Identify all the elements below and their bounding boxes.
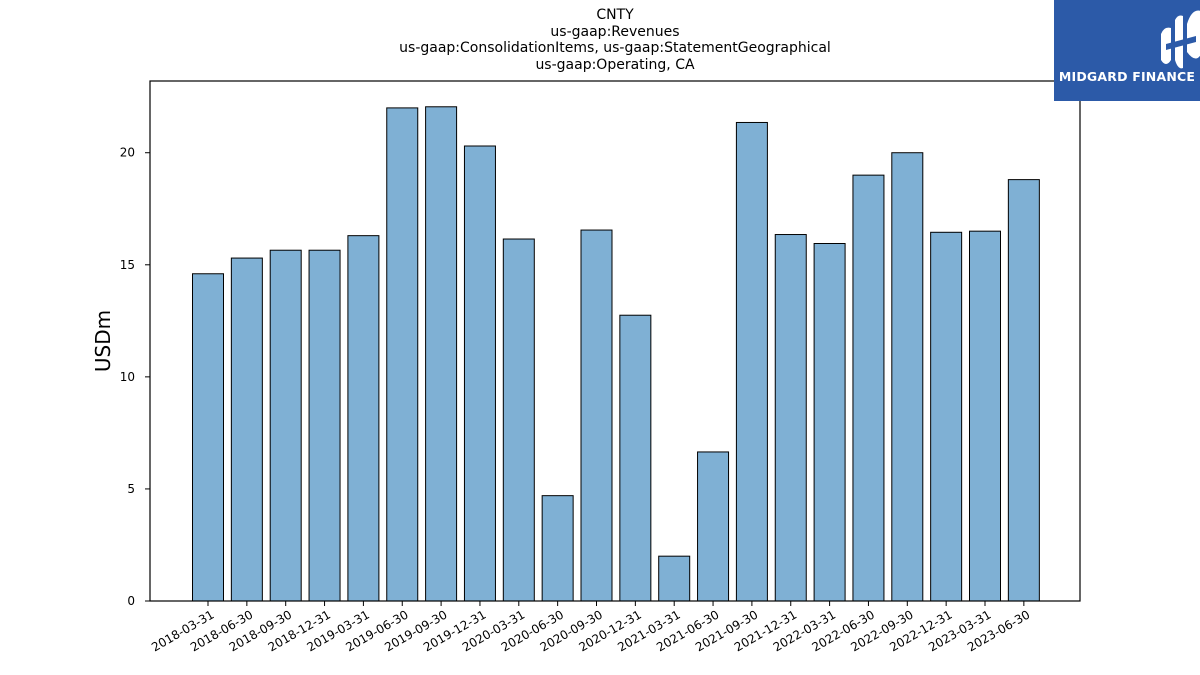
bar-2018-06-30 xyxy=(230,257,263,602)
title-line-3: us-gaap:ConsolidationItems, us-gaap:Stat… xyxy=(399,40,831,56)
bar-2018-03-31 xyxy=(192,273,224,602)
bar-2020-09-30 xyxy=(580,229,613,602)
bar-2021-12-31 xyxy=(774,234,807,602)
plot-frame xyxy=(149,80,1081,602)
y-tick-label: 5 xyxy=(127,482,135,496)
title-line-2: us-gaap:Revenues xyxy=(550,23,680,40)
bar-2023-06-30 xyxy=(1007,179,1040,602)
bar-2020-12-31 xyxy=(619,314,652,602)
title-line-4: us-gaap:Operating, CA xyxy=(535,56,695,73)
x-axis-ticks: 2018-03-312018-06-302018-09-302018-12-31… xyxy=(149,601,1032,654)
y-axis-label: USDm xyxy=(91,310,115,372)
bar-2020-03-31 xyxy=(502,238,535,602)
y-tick-label: 15 xyxy=(120,258,135,272)
bar-2021-06-30 xyxy=(697,451,730,602)
bar-2021-03-31 xyxy=(658,555,691,602)
bar-2022-06-30 xyxy=(852,174,885,602)
brand-logo: MIDGARD FINANCE xyxy=(1054,0,1200,101)
y-tick-label: 20 xyxy=(120,146,135,160)
chart-title: CNTY us-gaap:Revenues us-gaap:Consolidat… xyxy=(0,7,1200,73)
bar-2022-12-31 xyxy=(930,231,963,602)
y-axis-ticks: 0 5 10 15 20 xyxy=(120,146,150,608)
title-line-1: CNTY xyxy=(596,7,634,23)
y-tick-label: 10 xyxy=(120,370,135,384)
bar-2023-03-31 xyxy=(969,230,1001,602)
bar-2021-09-30 xyxy=(735,121,768,602)
bar-2020-06-30 xyxy=(541,495,574,602)
midgard-logo-icon xyxy=(1161,10,1200,69)
bar-2018-09-30 xyxy=(269,249,302,602)
bar-2018-12-31 xyxy=(308,249,341,602)
bars-group xyxy=(192,106,1040,602)
bar-2022-09-30 xyxy=(891,152,924,602)
y-tick-label: 0 xyxy=(127,594,135,608)
bar-2022-03-31 xyxy=(813,243,846,602)
bar-2019-09-30 xyxy=(425,106,458,602)
bar-2019-06-30 xyxy=(386,107,419,602)
bar-2019-03-31 xyxy=(347,235,380,602)
logo-text: MIDGARD FINANCE xyxy=(1058,69,1196,84)
bar-2019-12-31 xyxy=(463,145,496,602)
